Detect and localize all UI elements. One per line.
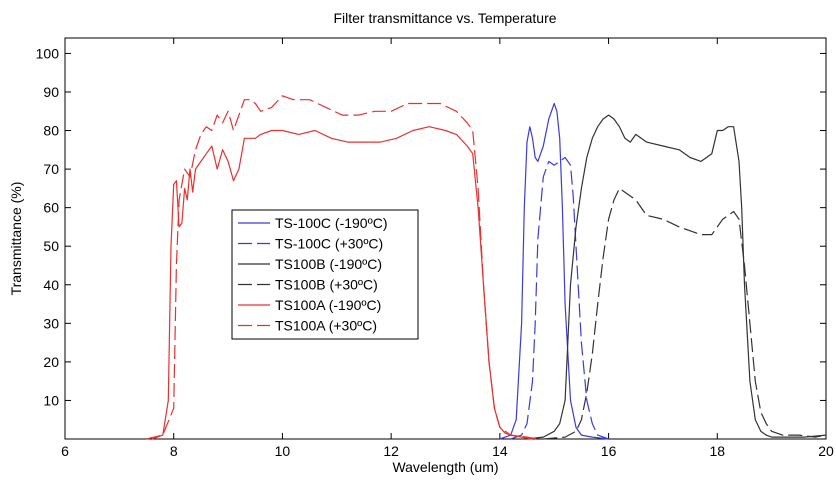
legend-label-2: TS-100C (+30ºC) bbox=[275, 236, 383, 252]
y-tick-label: 70 bbox=[43, 161, 59, 177]
legend-label-4: TS100B (+30ºC) bbox=[275, 277, 378, 293]
y-tick-label: 100 bbox=[36, 45, 60, 61]
y-tick-label: 80 bbox=[43, 123, 59, 139]
chart-title: Filter transmittance vs. Temperature bbox=[333, 10, 556, 26]
x-axis-title: Wavelength (um) bbox=[392, 459, 498, 475]
y-tick-label: 20 bbox=[43, 354, 59, 370]
legend-label-5: TS100A (-190ºC) bbox=[275, 297, 381, 313]
legend: TS-100C (-190ºC) TS-100C (+30ºC) TS100B (-… bbox=[231, 209, 419, 340]
x-tick-label: 8 bbox=[170, 443, 178, 459]
series-line-6 bbox=[146, 95, 539, 440]
legend-label-3: TS100B (-190ºC) bbox=[275, 256, 382, 272]
x-tick-label: 16 bbox=[601, 443, 617, 459]
legend-box bbox=[231, 209, 419, 340]
series-line-3 bbox=[526, 114, 827, 440]
y-tick-label: 50 bbox=[43, 238, 59, 254]
y-tick-label: 90 bbox=[43, 84, 59, 100]
y-tick-label: 10 bbox=[43, 392, 59, 408]
series-line-1 bbox=[499, 102, 609, 440]
x-tick-label: 12 bbox=[383, 443, 399, 459]
series-line-5 bbox=[151, 126, 533, 440]
series-line-4 bbox=[543, 187, 827, 440]
series-layer bbox=[146, 95, 827, 440]
y-tick-label: 40 bbox=[43, 277, 59, 293]
legend-label-6: TS100A (+30ºC) bbox=[275, 318, 377, 334]
x-tick-label: 20 bbox=[818, 443, 834, 459]
legend-label-1: TS-100C (-190ºC) bbox=[275, 215, 387, 231]
x-tick-label: 14 bbox=[492, 443, 508, 459]
y-axis-title: Transmittance (%) bbox=[8, 182, 24, 296]
plot-frame bbox=[64, 37, 827, 440]
y-tick-label: 30 bbox=[43, 315, 59, 331]
x-tick-label: 18 bbox=[709, 443, 725, 459]
x-tick-label: 6 bbox=[61, 443, 69, 459]
y-tick-label: 60 bbox=[43, 200, 59, 216]
x-tick-label: 10 bbox=[275, 443, 291, 459]
axis-ticks: 6 8 10 12 14 16 18 20 10 20 30 40 50 60 70 80 90 100 bbox=[36, 38, 834, 459]
series-line-2 bbox=[510, 156, 609, 440]
